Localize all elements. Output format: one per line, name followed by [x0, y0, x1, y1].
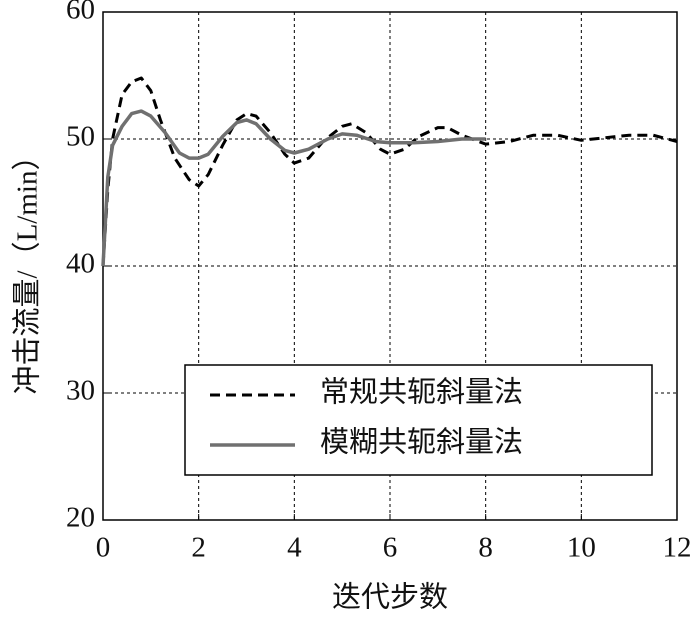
x-tick-label: 8 — [478, 532, 493, 564]
legend-label: 常规共轭斜量法 — [320, 376, 523, 409]
x-tick-label: 6 — [383, 532, 398, 564]
x-tick-label: 0 — [96, 532, 111, 564]
y-tick-label: 20 — [66, 502, 95, 534]
series-line — [101, 76, 678, 267]
y-tick-label: 60 — [66, 0, 95, 26]
x-tick-label: 12 — [663, 532, 692, 564]
legend-label: 模糊共轭斜量法 — [320, 426, 523, 459]
x-tick-label: 2 — [191, 532, 206, 564]
legend-box — [184, 364, 653, 476]
x-tick-label: 10 — [567, 532, 596, 564]
series-line — [101, 109, 486, 267]
y-tick-label: 40 — [66, 248, 95, 280]
x-axis-label: 迭代步数 — [332, 581, 448, 614]
x-tick-label: 4 — [287, 532, 302, 564]
y-tick-label: 50 — [66, 121, 95, 153]
y-tick-label: 30 — [66, 375, 95, 407]
y-axis-label: 冲击流量/（L/min） — [11, 142, 44, 395]
